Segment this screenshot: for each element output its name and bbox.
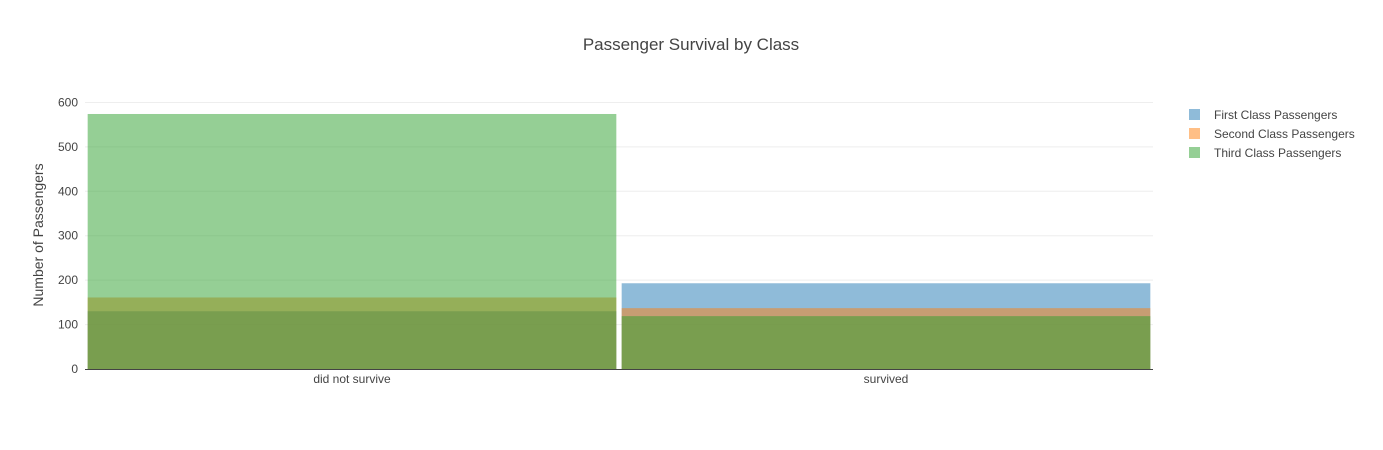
y-tick-label: 0 — [71, 362, 78, 376]
legend-label: First Class Passengers — [1214, 108, 1337, 122]
y-tick-label: 400 — [58, 184, 78, 198]
y-tick-label: 500 — [58, 140, 78, 154]
legend: First Class Passengers Second Class Passe… — [1189, 108, 1355, 160]
legend-swatch — [1189, 128, 1200, 139]
y-axis-ticks: 0 100 200 300 400 500 600 — [58, 95, 78, 376]
x-tick-label: survived — [864, 372, 909, 386]
x-axis-ticks: did not survive survived — [313, 372, 908, 386]
chart-title: Passenger Survival by Class — [583, 35, 799, 54]
legend-swatch — [1189, 147, 1200, 158]
bar — [621, 316, 1151, 369]
bars — [87, 113, 1151, 370]
legend-label: Second Class Passengers — [1214, 127, 1355, 141]
y-axis-title: Number of Passengers — [30, 163, 46, 306]
y-tick-label: 200 — [58, 273, 78, 287]
y-tick-label: 100 — [58, 318, 78, 332]
x-tick-label: did not survive — [313, 372, 391, 386]
legend-label: Third Class Passengers — [1214, 146, 1341, 160]
y-tick-label: 300 — [58, 229, 78, 243]
bar — [87, 113, 617, 370]
legend-swatch — [1189, 109, 1200, 120]
y-tick-label: 600 — [58, 95, 78, 109]
